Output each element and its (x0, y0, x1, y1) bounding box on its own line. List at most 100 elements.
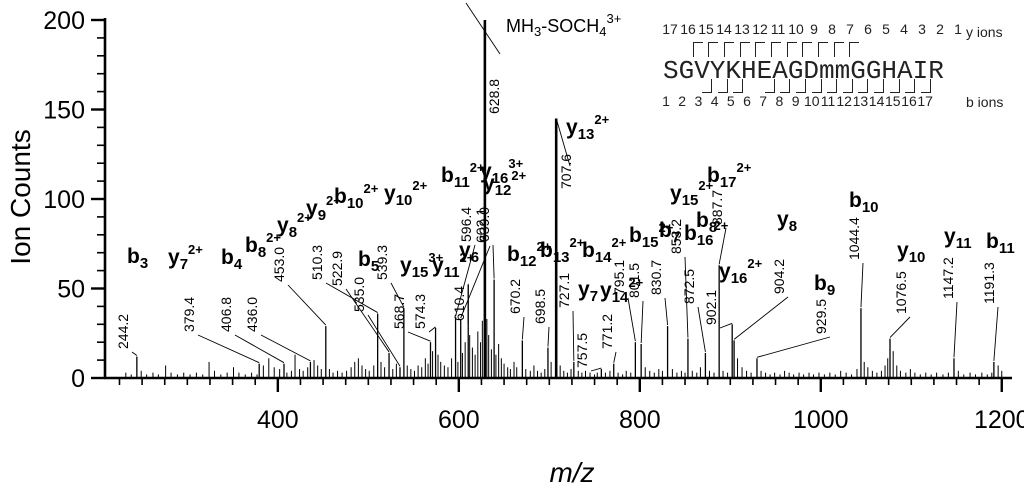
peak-mz-value: 707.6 (558, 154, 574, 189)
y-ion-cleavage-bracket (692, 42, 703, 57)
ion-assignment-label: b132+ (540, 235, 585, 266)
peak-leader-line (455, 244, 476, 317)
ion-assignment-label: b142+ (582, 235, 627, 266)
peptide-fragment-map: SGVYKHEAGDmmGGHAIR y ions b ions 17 16 15 1… (650, 20, 1022, 116)
y-ion-number: 2 (936, 21, 944, 37)
b-ion-cleavage-bracket (827, 79, 838, 93)
ion-assignment-label: b5 (358, 248, 379, 275)
y-axis-title: Ion Counts (5, 129, 36, 264)
y-ion-cleavage-bracket (724, 42, 735, 57)
y-ion-number: 17 (662, 21, 678, 37)
b-ion-cleavage-bracket (811, 79, 822, 93)
b-ion-cleavage-bracket (842, 79, 853, 93)
peak-leader-line (572, 310, 575, 361)
x-tick-label: 1200 (974, 406, 1024, 434)
peak-leader-line (428, 326, 436, 333)
ion-assignment-label: y132+ (566, 112, 610, 143)
ion-assignment-label: y122+ (483, 168, 527, 199)
ion-assignment-label: y6 (459, 239, 479, 266)
peak-leader-line (547, 326, 550, 347)
b-ion-number: 15 (885, 93, 901, 109)
peak-mz-value: 1076.5 (893, 271, 909, 314)
b-ion-number: 17 (917, 93, 933, 109)
peak-leader-line (664, 297, 669, 326)
ion-assignment-label: y153+ (400, 250, 444, 281)
b-ion-number: 2 (678, 93, 687, 109)
y-ion-number: 5 (882, 21, 890, 37)
ion-assignment-label: b11 (986, 230, 1015, 257)
peak-mz-value: 1191.3 (981, 262, 997, 304)
peak-mz-value: 406.8 (218, 297, 234, 332)
ion-assignment-label: b10 (849, 189, 879, 216)
y-ion-number: 7 (846, 21, 854, 37)
peak-leader-line (640, 300, 644, 344)
y-ion-cleavage-bracket (818, 42, 828, 57)
ion-assignment-label: b8 (696, 209, 717, 236)
y-tick-label: 150 (43, 97, 85, 125)
peak-leader-line (733, 296, 789, 340)
peak-leader-line (684, 256, 689, 338)
peak-mz-value: 379.4 (181, 297, 197, 332)
peak-mz-value: 795.1 (611, 260, 627, 295)
b-ion-number: 3 (694, 93, 703, 109)
ion-assignment-label: y8 (777, 208, 797, 235)
peak-mz-value: 535.0 (351, 277, 367, 312)
x-tick-label: 600 (438, 406, 480, 434)
y-ion-number: 8 (828, 21, 836, 37)
y-tick-label: 100 (43, 186, 85, 214)
y-ion-number: 13 (734, 21, 750, 37)
ion-assignment-label: y102+ (384, 178, 428, 209)
peak-leader-line (697, 306, 706, 353)
b-ion-cleavage-bracket (921, 79, 932, 93)
peak-leader-line (131, 351, 138, 356)
peak-leader-line (627, 297, 636, 342)
y-ion-number: 9 (810, 21, 818, 37)
peak-mz-value: 887.7 (709, 190, 725, 225)
peak-leader-line (756, 336, 831, 358)
b-ion-cleavage-bracket (905, 79, 916, 93)
b-ion-cleavage-bracket (780, 79, 791, 93)
y-tick-label: 50 (57, 276, 85, 304)
y-ion-number: 15 (698, 21, 714, 37)
y-ion-cleavage-bracket (755, 42, 766, 57)
b-ion-number: 6 (743, 93, 751, 109)
peak-leader-line (367, 314, 401, 367)
peak-leader-line (953, 301, 958, 358)
b-ion-cleavage-bracket (701, 79, 712, 93)
b-ion-number: 13 (852, 93, 869, 109)
y-ion-number: 3 (918, 21, 926, 37)
peak-mz-value: 670.2 (507, 279, 523, 314)
peak-mz-value: 453.0 (271, 247, 287, 282)
peak-leader-line (590, 367, 602, 372)
y-ions-label: y ions (966, 24, 1003, 40)
b-ion-cleavage-bracket (889, 79, 900, 93)
peak-mz-value: 830.7 (648, 260, 664, 295)
b-ion-cleavage-bracket (858, 79, 869, 93)
y-ion-number: 12 (752, 21, 768, 37)
peak-mz-value: 244.2 (115, 314, 131, 349)
peak-mz-value: 771.2 (599, 314, 615, 349)
peak-leader-line (492, 244, 495, 279)
b-ion-number: 4 (710, 93, 719, 109)
peak-leader-line (407, 331, 431, 342)
peak-leader-line (465, 2, 501, 55)
peak-mz-value: 853.2 (668, 219, 684, 254)
peak-mz-value: 929.5 (813, 299, 829, 334)
peak-mz-value: 539.3 (374, 245, 390, 280)
peak-mz-value: 902.1 (703, 290, 719, 325)
peak-leader-line (719, 322, 733, 329)
x-tick-label: 800 (619, 406, 661, 434)
y-ion-cleavage-bracket (786, 42, 797, 57)
y-ion-cleavage-bracket (708, 42, 719, 57)
peak-leader-line (613, 351, 617, 363)
peak-leader-line (718, 227, 727, 265)
y-ion-number: 6 (864, 21, 872, 37)
peak-leader-line (390, 282, 405, 308)
b-ion-cleavage-bracket (717, 79, 728, 93)
peptide-sequence: SGVYKHEAGDmmGGHAIR (663, 56, 944, 86)
ion-assignment-label: b4 (221, 246, 243, 273)
b-ion-number: 11 (820, 93, 836, 109)
peak-leader-line (345, 288, 390, 353)
ion-assignment-label: b172+ (707, 160, 752, 191)
